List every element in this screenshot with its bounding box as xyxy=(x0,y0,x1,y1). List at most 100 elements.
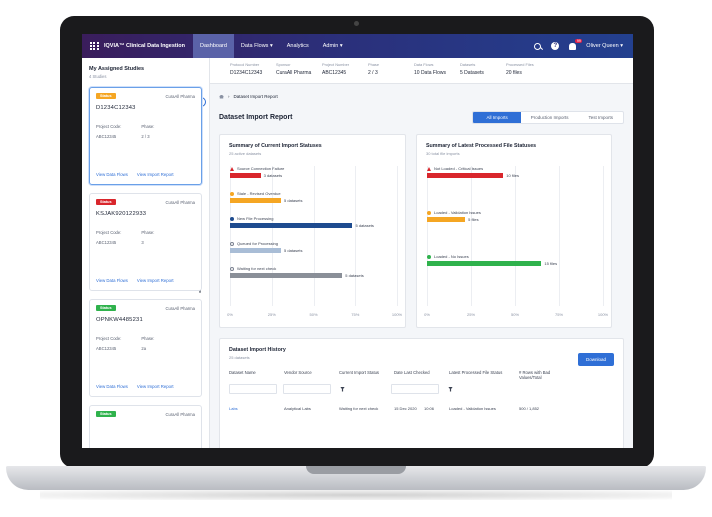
bar-row: Source Connection Failure 3 datasets xyxy=(230,166,397,178)
project-code-label: Project Code: xyxy=(96,336,122,341)
bar-value-label: 15 files xyxy=(544,261,558,266)
column-header[interactable]: # Rows with Bad Values/Total xyxy=(519,370,551,380)
chart-x-axis: 0% 25% 50% 75% 100% xyxy=(424,312,608,318)
info-value: 10 Data Flows xyxy=(414,70,446,76)
bad-values-cell: 500 / 1,852 xyxy=(519,406,540,411)
status-badge: Status xyxy=(96,93,116,99)
bar-label: Not Loaded - Critical Issues xyxy=(434,166,484,171)
info-value: 2 / 3 xyxy=(368,70,378,76)
sidebar-subtitle: 4 Studies xyxy=(89,74,107,79)
studies-sidebar: My Assigned Studies 4 Studies ‹ Status C… xyxy=(82,58,210,448)
date-cell: 15 Dec 2020 xyxy=(394,406,417,411)
dataset-name-filter[interactable] xyxy=(229,384,277,394)
info-label: Data Flows xyxy=(414,62,434,67)
column-header[interactable]: Current Import Status xyxy=(339,370,380,375)
vendor-cell: Analytical Labs xyxy=(284,406,311,411)
bell-icon[interactable]: 99 xyxy=(569,38,583,50)
table-filters xyxy=(229,384,614,394)
study-card[interactable]: Status CuraAll Pharma KSJAK920122933 Pro… xyxy=(89,193,202,291)
warning-icon xyxy=(427,166,431,171)
nav-analytics[interactable]: Analytics xyxy=(286,43,309,49)
tab-all-imports[interactable]: All Imports xyxy=(473,112,521,123)
column-header[interactable]: Latest Processed File Status xyxy=(449,370,503,375)
view-data-flows-link[interactable]: View Data Flows xyxy=(96,384,128,389)
home-icon[interactable] xyxy=(219,94,224,99)
filter-icon[interactable] xyxy=(448,386,453,392)
bar[interactable] xyxy=(427,261,542,266)
bar-label: Loaded - No Issues xyxy=(434,254,469,259)
bar-row: Loaded - No Issues 15 files xyxy=(427,254,603,266)
view-import-report-link[interactable]: View Import Report xyxy=(136,278,174,283)
info-value: 20 files xyxy=(506,70,522,76)
bar[interactable] xyxy=(230,273,343,278)
help-icon[interactable]: ? xyxy=(551,42,560,50)
x-tick-label: 50% xyxy=(309,312,318,317)
bar-value-label: 5 datasets xyxy=(355,223,374,228)
view-data-flows-link[interactable]: View Data Flows xyxy=(96,172,128,177)
latest-files-chart: Summary of Latest Processed File Statuse… xyxy=(416,134,612,328)
study-id: D1234C12343 xyxy=(96,105,136,111)
bar[interactable] xyxy=(427,217,466,222)
gridline xyxy=(559,166,560,306)
dot-icon xyxy=(230,216,234,221)
info-value: 5 Datasets xyxy=(460,70,484,76)
nav-admin[interactable]: Admin ▾ xyxy=(322,43,343,49)
tab-production-imports[interactable]: Production Imports xyxy=(530,115,569,120)
study-card[interactable]: Status CuraAll Pharma OPNKW4485231 Proje… xyxy=(89,299,202,397)
study-sponsor: CuraAll Pharma xyxy=(165,411,195,417)
history-subtitle: 25 datasets xyxy=(229,355,250,360)
status-badge: Status xyxy=(96,411,116,417)
dot-icon xyxy=(230,191,234,196)
filter-icon[interactable] xyxy=(340,386,345,392)
dataset-name-link[interactable]: Labs xyxy=(229,406,238,411)
view-data-flows-link[interactable]: View Data Flows xyxy=(96,278,128,283)
study-id: KSJAK920122933 xyxy=(96,211,147,217)
column-header[interactable]: Dataset Name xyxy=(229,370,256,375)
info-value: ABC12345 xyxy=(322,70,347,76)
column-header[interactable]: Date Last Checked xyxy=(394,370,430,375)
table-row[interactable]: Labs Analytical Labs Waiting for next ch… xyxy=(229,406,614,411)
app-grid-icon[interactable] xyxy=(90,41,99,51)
bar[interactable] xyxy=(427,173,504,178)
study-card[interactable]: Status CuraAll Pharma xyxy=(89,405,202,448)
gridline xyxy=(397,166,398,306)
download-button[interactable]: Download xyxy=(577,353,614,366)
x-tick-label: 75% xyxy=(351,312,360,317)
info-label: Datasets xyxy=(460,62,476,67)
study-card[interactable]: Status CuraAll Pharma D1234C12343 Projec… xyxy=(89,87,202,185)
nav-dashboard[interactable]: Dashboard xyxy=(193,34,234,58)
date-filter[interactable] xyxy=(391,384,439,394)
study-sponsor: CuraAll Pharma xyxy=(165,93,195,99)
x-tick-label: 25% xyxy=(267,312,276,317)
chart-subtitle: 30 total file imports xyxy=(426,151,460,156)
nav-data-flows[interactable]: Data Flows ▾ xyxy=(240,43,273,49)
bar[interactable] xyxy=(230,223,353,228)
bar-row: New File Processing 5 datasets xyxy=(230,216,397,228)
vendor-source-filter[interactable] xyxy=(283,384,331,394)
gridline xyxy=(427,166,428,306)
tab-test-imports[interactable]: Test Imports xyxy=(588,115,613,120)
view-import-report-link[interactable]: View Import Report xyxy=(136,172,174,177)
user-menu[interactable]: Oliver Queen ▾ xyxy=(586,43,623,49)
study-sponsor: CuraAll Pharma xyxy=(165,305,195,311)
dot-icon xyxy=(427,254,431,259)
laptop-shadow xyxy=(40,490,672,500)
bar[interactable] xyxy=(230,173,261,178)
gridline xyxy=(603,166,604,306)
app-screen: IQVIA™ Clinical Data Ingestion Dashboard… xyxy=(82,34,633,448)
bar-value-label: 5 datasets xyxy=(345,273,364,278)
bar-row: Loaded - Validation Issues 5 files xyxy=(427,210,603,222)
ring-icon xyxy=(230,266,234,271)
project-code: ABC12345 xyxy=(96,346,117,351)
bar-value-label: 5 datasets xyxy=(284,198,303,203)
sidebar-title: My Assigned Studies xyxy=(89,66,145,72)
search-icon[interactable] xyxy=(534,42,542,50)
column-header[interactable]: Vendor Source xyxy=(284,370,312,375)
gridline xyxy=(271,166,273,306)
bar[interactable] xyxy=(230,198,282,203)
bar-row: Queued for Processing 5 datasets xyxy=(230,241,397,253)
bar[interactable] xyxy=(230,248,282,253)
brand[interactable]: IQVIA™ Clinical Data Ingestion xyxy=(82,34,193,58)
import-history-table: Dataset Import History 25 datasets Downl… xyxy=(219,338,624,448)
view-import-report-link[interactable]: View Import Report xyxy=(136,384,174,389)
